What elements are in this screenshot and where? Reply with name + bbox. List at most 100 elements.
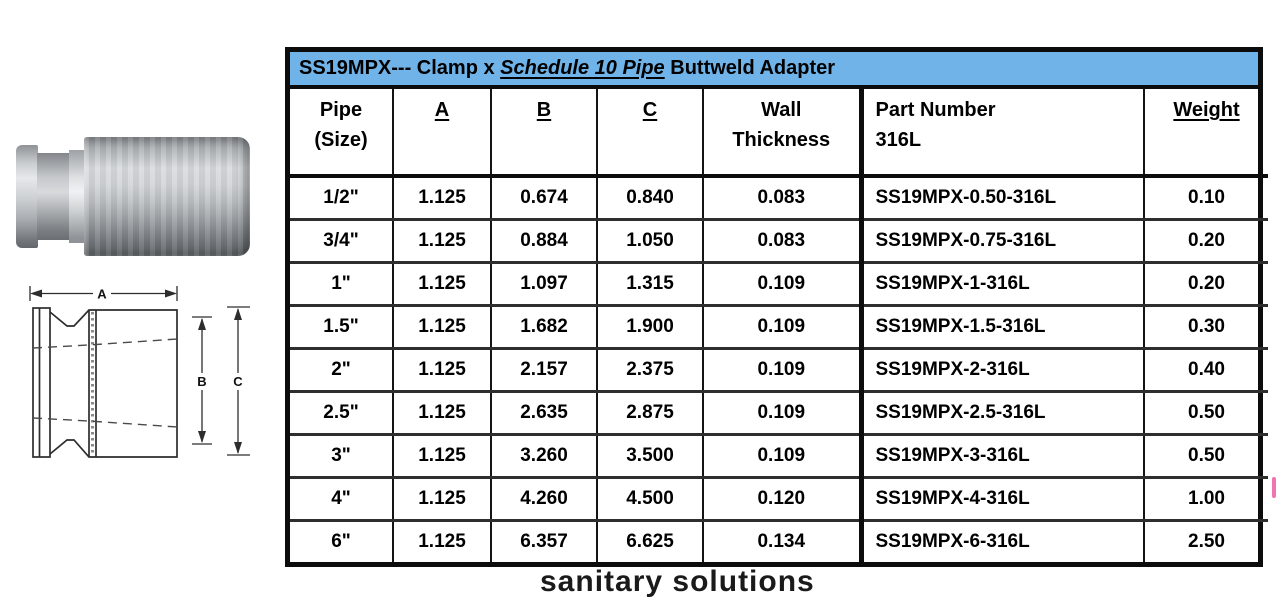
title-emphasis: Schedule 10 Pipe	[500, 57, 665, 79]
pipe-size-cell: 1.5"	[290, 305, 394, 350]
b-cell: 6.357	[491, 520, 598, 562]
a-cell: 1.125	[393, 520, 492, 562]
dimension-b: B	[192, 316, 212, 445]
pipe-size-cell: 3/4"	[290, 219, 394, 264]
part-number-cell: SS19MPX-2.5-316L	[858, 391, 1145, 436]
dimension-a: A	[29, 286, 178, 302]
wall-thickness-cell: 0.109	[703, 348, 862, 393]
table-title-bar: SS19MPX--- Clamp x Schedule 10 Pipe Butt…	[290, 52, 1258, 89]
table-row: 4" 1.125 4.260 4.500 0.120 SS19MPX-4-316L 1.00	[290, 477, 1268, 522]
adapter-neck	[37, 153, 71, 240]
weight-cell: 0.10	[1144, 176, 1268, 221]
part-outline	[32, 307, 178, 458]
part-number-cell: SS19MPX-1-316L	[858, 262, 1145, 307]
header-dim-b: B	[491, 89, 598, 178]
c-cell: 1.315	[597, 262, 704, 307]
spec-table-body: 1/2" 1.125 0.674 0.840 0.083 SS19MPX-0.50-316…	[290, 176, 1268, 562]
c-cell: 1.050	[597, 219, 704, 264]
weight-cell: 0.30	[1144, 305, 1268, 350]
a-cell: 1.125	[393, 348, 492, 393]
weight-cell: 0.50	[1144, 434, 1268, 479]
weld-ring-highlight	[69, 150, 86, 243]
part-number-cell: SS19MPX-2-316L	[858, 348, 1145, 393]
wall-thickness-cell: 0.120	[703, 477, 862, 522]
part-number-cell: SS19MPX-0.50-316L	[858, 176, 1145, 221]
title-suffix: Buttweld Adapter	[664, 57, 836, 79]
b-cell: 0.884	[491, 219, 598, 264]
spec-table-container: SS19MPX--- Clamp x Schedule 10 Pipe Butt…	[285, 47, 1268, 567]
wall-thickness-cell: 0.109	[703, 434, 862, 479]
header-part-number: Part Number 316L	[858, 89, 1145, 178]
part-number-cell: SS19MPX-3-316L	[858, 434, 1145, 479]
wall-thickness-cell: 0.083	[703, 176, 862, 221]
a-cell: 1.125	[393, 477, 492, 522]
c-cell: 6.625	[597, 520, 704, 562]
table-row: 3/4" 1.125 0.884 1.050 0.083 SS19MPX-0.75-316…	[290, 219, 1268, 264]
b-cell: 0.674	[491, 176, 598, 221]
wall-thickness-cell: 0.109	[703, 305, 862, 350]
table-row: 3" 1.125 3.260 3.500 0.109 SS19MPX-3-316L 0.50	[290, 434, 1268, 479]
a-cell: 1.125	[393, 434, 492, 479]
a-cell: 1.125	[393, 219, 492, 264]
b-cell: 2.157	[491, 348, 598, 393]
pipe-size-cell: 1"	[290, 262, 394, 307]
b-cell: 1.682	[491, 305, 598, 350]
spec-table: Pipe (Size) A B C Wall Thickness Part Nu…	[290, 89, 1268, 562]
a-cell: 1.125	[393, 262, 492, 307]
b-cell: 2.635	[491, 391, 598, 436]
pipe-size-cell: 6"	[290, 520, 394, 562]
table-row: 1.5" 1.125 1.682 1.900 0.109 SS19MPX-1.5-316L…	[290, 305, 1268, 350]
header-weight: Weight	[1144, 89, 1268, 178]
part-number-cell: SS19MPX-4-316L	[858, 477, 1145, 522]
a-cell: 1.125	[393, 305, 492, 350]
b-cell: 3.260	[491, 434, 598, 479]
title-prefix: SS19MPX--- Clamp x	[299, 57, 501, 79]
table-row: 1/2" 1.125 0.674 0.840 0.083 SS19MPX-0.50-316…	[290, 176, 1268, 221]
c-cell: 3.500	[597, 434, 704, 479]
bottom-cropped-text: sanitary solutions	[540, 565, 815, 598]
weight-cell: 0.20	[1144, 219, 1268, 264]
header-row: Pipe (Size) A B C Wall Thickness Part Nu…	[290, 89, 1268, 178]
dimension-diagram: A B C	[29, 286, 250, 458]
weight-cell: 2.50	[1188, 531, 1225, 552]
part-number-cell: SS19MPX-6-316L	[858, 520, 1145, 562]
dimension-b-label: B	[197, 374, 206, 389]
weight-cell: 1.00	[1144, 477, 1268, 522]
c-cell: 1.900	[597, 305, 704, 350]
b-cell: 1.097	[491, 262, 598, 307]
table-row: 2" 1.125 2.157 2.375 0.109 SS19MPX-2-316L 0.40	[290, 348, 1268, 393]
table-row: 6" 1.125 6.357 6.625 0.134 SS19MPX-6-316L 2.50	[290, 520, 1268, 562]
wall-thickness-cell: 0.109	[703, 391, 862, 436]
dimension-a-label: A	[97, 287, 107, 302]
wall-thickness-cell: 0.109	[703, 262, 862, 307]
dimension-c: C	[227, 306, 250, 456]
dimension-c-label: C	[233, 374, 243, 389]
product-photo	[16, 137, 250, 256]
header-dim-c: C	[597, 89, 704, 178]
pipe-size-cell: 1/2"	[290, 176, 394, 221]
c-cell: 0.840	[597, 176, 704, 221]
pink-artifact	[1272, 477, 1276, 498]
table-row: 2.5" 1.125 2.635 2.875 0.109 SS19MPX-2.5-316L…	[290, 391, 1268, 436]
pipe-size-cell: 4"	[290, 477, 394, 522]
adapter-barrel	[84, 137, 250, 256]
pipe-size-cell: 2"	[290, 348, 394, 393]
header-dim-a: A	[393, 89, 492, 178]
c-cell: 2.875	[597, 391, 704, 436]
c-cell: 4.500	[597, 477, 704, 522]
header-wall-thickness: Wall Thickness	[703, 89, 862, 178]
a-cell: 1.125	[393, 176, 492, 221]
a-cell: 1.125	[393, 391, 492, 436]
weight-cell: 0.40	[1144, 348, 1268, 393]
clamp-ferrule-flange	[16, 145, 38, 248]
pipe-size-cell: 2.5"	[290, 391, 394, 436]
b-cell: 4.260	[491, 477, 598, 522]
weight-cell: 0.20	[1144, 262, 1268, 307]
pipe-size-cell: 3"	[290, 434, 394, 479]
part-number-cell: SS19MPX-0.75-316L	[858, 219, 1145, 264]
wall-thickness-cell: 0.083	[703, 219, 862, 264]
header-pipe-size: Pipe (Size)	[290, 89, 394, 178]
c-cell: 2.375	[597, 348, 704, 393]
part-number-cell: SS19MPX-1.5-316L	[858, 305, 1145, 350]
weight-cell: 0.50	[1144, 391, 1268, 436]
